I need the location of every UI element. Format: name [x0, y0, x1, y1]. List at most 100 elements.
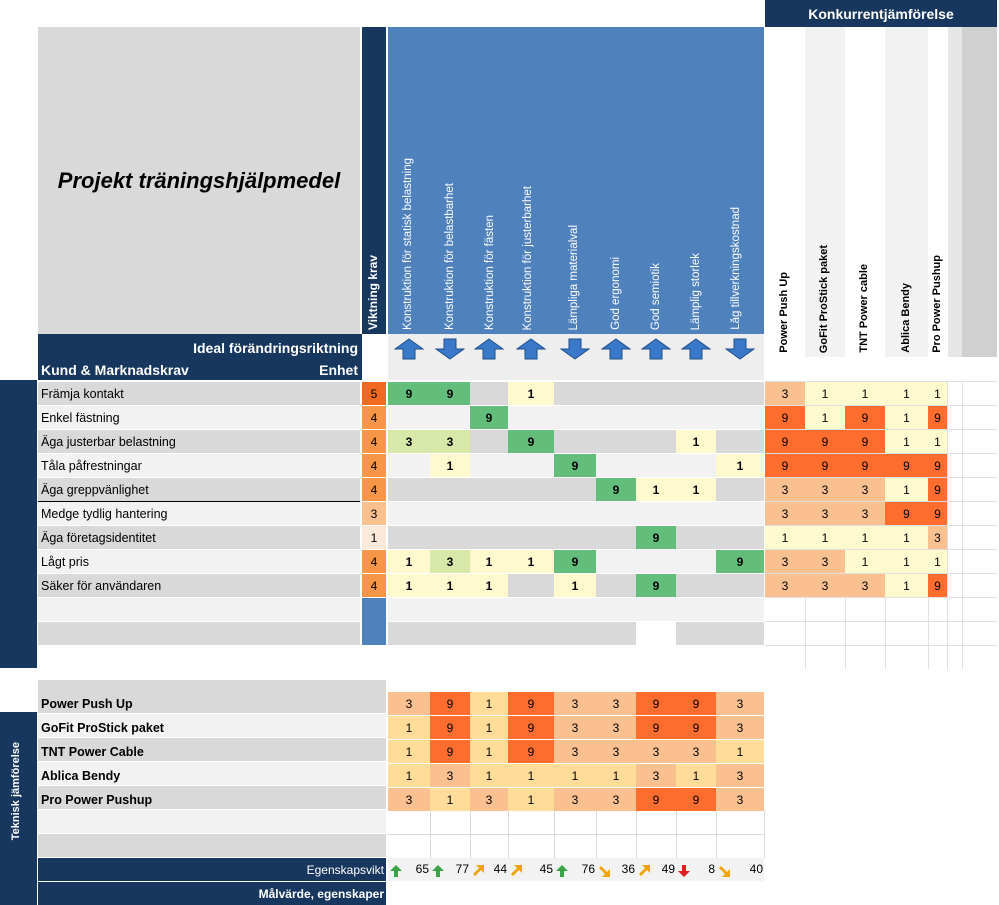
competitor-rating-cell: 1 — [885, 406, 928, 429]
relation-cell: 1 — [676, 478, 716, 501]
relation-row-bg — [388, 526, 764, 549]
importance-value: 36 — [621, 862, 635, 876]
competitor-rating-cell: 1 — [885, 478, 928, 501]
relation-row-bg — [388, 622, 764, 645]
competitor-rating-cell: 1 — [805, 526, 845, 549]
requirement-label: Äga företagsidentitet — [41, 531, 156, 545]
competitor-rating-cell: 1 — [885, 382, 928, 405]
tech-product-label: Pro Power Pushup — [41, 793, 153, 807]
competitor-rating-cell: 1 — [765, 526, 805, 549]
tech-value-cell: 9 — [508, 740, 554, 763]
requirement-row-bg — [38, 502, 360, 525]
tech-value-cell: 1 — [508, 764, 554, 787]
requirement-label: Medge tydlig hantering — [41, 507, 168, 521]
tech-value-cell: 3 — [554, 716, 596, 739]
tech-value-cell: 1 — [508, 788, 554, 811]
tech-value-cell: 1 — [470, 692, 508, 715]
tech-value-cell: 3 — [716, 788, 764, 811]
competitor-rating-cell: 1 — [885, 574, 928, 597]
unit-label: Enhet — [319, 362, 358, 378]
grid-line — [765, 405, 997, 406]
relation-cell: 1 — [636, 478, 676, 501]
competitor-rating-cell: 9 — [885, 454, 928, 477]
technical-title: Teknisk jämförelse — [10, 742, 22, 841]
competitor-rating-cell: 1 — [805, 406, 845, 429]
tech-value-cell: 3 — [716, 764, 764, 787]
competitor-rating-cell: 1 — [805, 382, 845, 405]
tech-value-cell: 1 — [430, 788, 470, 811]
relation-cell: 1 — [508, 550, 554, 573]
grid-line — [765, 477, 997, 478]
tech-product-label: Power Push Up — [41, 697, 133, 711]
requirement-row-bg — [38, 406, 360, 429]
tech-value-cell: 1 — [596, 764, 636, 787]
grid-line — [885, 381, 886, 669]
grid-line — [805, 381, 806, 669]
competitor-rating-cell: 1 — [845, 550, 885, 573]
competitor-header-cell: GoFit ProStick paket — [805, 27, 845, 357]
relation-cell: 9 — [636, 526, 676, 549]
relation-row-bg — [388, 598, 764, 621]
relation-cell: 1 — [388, 550, 430, 573]
requirement-weight: 4 — [362, 406, 386, 429]
characteristic-label: Konstruktion för justerbarhet — [522, 185, 534, 330]
importance-value: 45 — [539, 862, 553, 876]
tech-value-cell: 3 — [716, 692, 764, 715]
competitor-rating-cell: 1 — [928, 550, 947, 573]
competitor-rating-cell: 1 — [845, 526, 885, 549]
tech-value-cell: 3 — [636, 740, 676, 763]
weight-empty-cell — [362, 598, 386, 645]
competitor-header-cell: TNT Power cable — [845, 27, 885, 357]
competitor-rating-cell: 9 — [928, 574, 947, 597]
competitor-rating-cell: 9 — [805, 454, 845, 477]
trend-down-arrow-icon — [678, 864, 690, 882]
direction-up-arrow-icon — [515, 338, 547, 365]
grid-line — [765, 645, 997, 646]
characteristic-label: Låg tillverkningskostnad — [730, 207, 742, 330]
characteristic-label: Lämpliga materialval — [568, 224, 580, 330]
direction-up-arrow-icon — [600, 338, 632, 365]
competitor-rating-cell: 3 — [765, 502, 805, 525]
grid-line — [765, 501, 997, 502]
tech-row-bg — [38, 810, 386, 833]
grid-line — [962, 381, 963, 669]
importance-label: Egenskapsvikt — [306, 862, 384, 877]
grid-line — [765, 429, 997, 430]
competitor-name: Pro Power Pushup — [930, 255, 943, 353]
competitor-rating-cell: 1 — [845, 382, 885, 405]
direction-down-arrow-icon — [559, 338, 591, 365]
characteristic-label: God semiotik — [650, 262, 662, 330]
requirement-row-bg — [38, 622, 360, 645]
characteristic-label: Konstruktion för fästen — [484, 214, 496, 330]
competitor-rating-cell: 9 — [765, 430, 805, 453]
grid-line — [388, 834, 764, 835]
competitor-rating-cell: 1 — [885, 430, 928, 453]
characteristic-label: Lämplig storlek — [690, 252, 702, 330]
requirement-label: Äga justerbar belastning — [41, 435, 176, 449]
relation-cell: 9 — [470, 406, 508, 429]
target-label: Målvärde, egenskaper — [258, 886, 384, 901]
trend-up-right-arrow-icon — [638, 864, 650, 882]
tech-value-cell: 3 — [554, 692, 596, 715]
competitor-rating-cell: 3 — [805, 574, 845, 597]
tech-spacer — [38, 680, 386, 690]
tech-value-cell: 9 — [508, 692, 554, 715]
competitor-rating-cell: 1 — [885, 550, 928, 573]
tech-value-cell: 3 — [676, 740, 716, 763]
relation-cell: 9 — [716, 550, 764, 573]
direction-down-arrow-icon — [724, 338, 756, 365]
relation-cell: 1 — [430, 574, 470, 597]
tech-value-cell: 9 — [676, 716, 716, 739]
requirement-row-bg — [38, 430, 360, 453]
relation-row-bg — [388, 382, 764, 405]
relation-cell: 1 — [430, 454, 470, 477]
relation-row-bg — [388, 430, 764, 453]
tech-value-cell: 9 — [676, 692, 716, 715]
tech-value-cell: 1 — [388, 740, 430, 763]
competitor-rating-cell: 9 — [928, 454, 947, 477]
tech-value-cell: 9 — [508, 716, 554, 739]
tech-value-cell: 3 — [596, 788, 636, 811]
grid-line — [765, 453, 997, 454]
direction-up-arrow-icon — [680, 338, 712, 365]
title-area: Projekt träningshjälpmedel — [38, 27, 360, 334]
